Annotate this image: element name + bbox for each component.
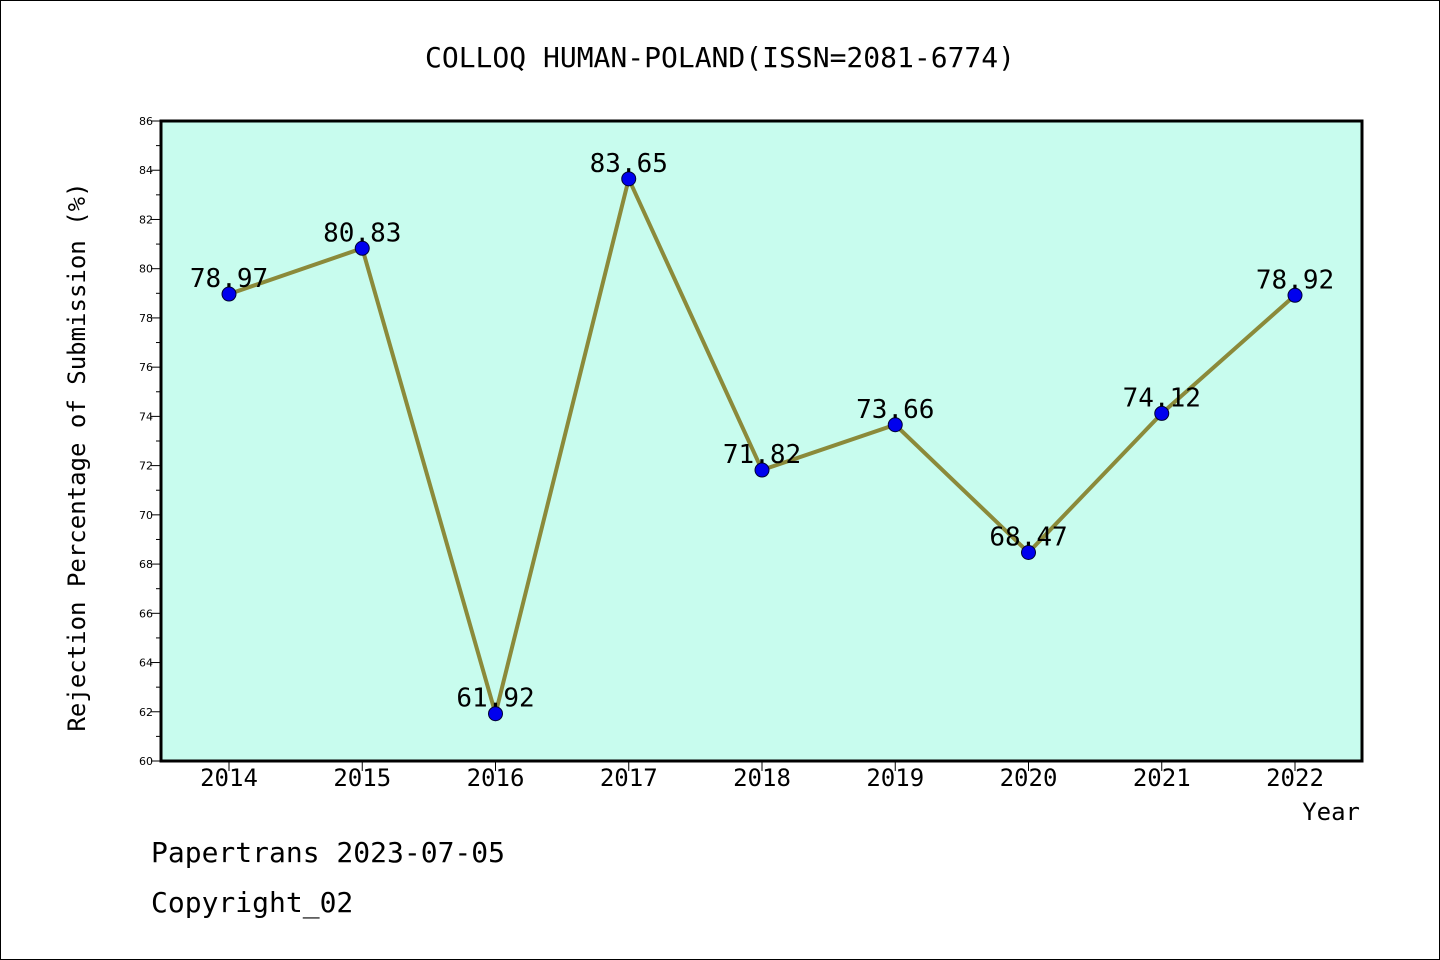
x-tick-label: 2018 — [733, 764, 791, 792]
x-tick-label: 2015 — [333, 764, 391, 792]
plot-area — [161, 121, 1362, 761]
data-point — [621, 171, 637, 187]
x-tick-label: 2021 — [1133, 764, 1191, 792]
y-tick-label: 82 — [139, 213, 153, 226]
y-tick-label: 68 — [139, 558, 153, 571]
x-tick-label: 2016 — [467, 764, 525, 792]
plot-border — [159, 119, 1364, 763]
x-tick-label: 2022 — [1266, 764, 1324, 792]
data-label: 61.92 — [456, 684, 534, 714]
y-tick-label: 74 — [139, 410, 153, 423]
y-tick-label: 72 — [139, 460, 153, 473]
data-point — [354, 240, 370, 256]
y-tick-label: 84 — [139, 164, 153, 177]
y-tick-label: 62 — [139, 706, 153, 719]
x-axis-ticks: 2014 2015 2016 2017 2018 2019 2020 2021 2022 — [200, 761, 1324, 792]
data-label: 80.83 — [323, 218, 401, 248]
x-tick-label: 2019 — [866, 764, 924, 792]
y-tick-label: 64 — [139, 657, 153, 670]
y-axis-label: Rejection Percentage of Submission (%) — [63, 182, 91, 731]
data-labels-layer: 78.97 80.83 61.92 83.65 71.82 73.66 68.47 74.12… — [190, 149, 1334, 714]
y-tick-label: 66 — [139, 607, 153, 620]
x-axis-label: Year — [1302, 798, 1360, 826]
data-label: 73.66 — [856, 395, 934, 425]
data-point — [1154, 405, 1170, 421]
y-tick-label: 80 — [139, 263, 153, 276]
y-tick-label: 78 — [139, 312, 153, 325]
footer-copyright: Copyright_02 — [151, 886, 354, 919]
y-tick-label: 86 — [139, 115, 153, 128]
data-label: 78.97 — [190, 264, 268, 294]
data-label: 68.47 — [989, 523, 1067, 553]
data-label: 78.92 — [1256, 265, 1334, 295]
data-label: 83.65 — [590, 149, 668, 179]
data-point — [754, 462, 770, 478]
chart-title: COLLOQ HUMAN-POLAND(ISSN=2081-6774) — [425, 41, 1015, 74]
y-tick-label: 76 — [139, 361, 153, 374]
data-point — [1021, 545, 1036, 561]
y-tick-label: 70 — [139, 509, 153, 522]
data-point — [221, 286, 237, 302]
footer-date: Papertrans 2023-07-05 — [151, 836, 506, 869]
x-tick-label: 2017 — [600, 764, 658, 792]
points-layer — [221, 171, 1303, 722]
data-point — [488, 706, 503, 722]
y-axis-ticks: 60 62 64 66 68 70 72 74 76 78 80 82 84 86 — [139, 115, 161, 768]
data-point — [887, 417, 903, 433]
data-point — [1287, 287, 1303, 303]
x-tick-label: 2014 — [200, 764, 258, 792]
data-label: 74.12 — [1123, 383, 1201, 413]
data-label: 71.82 — [723, 440, 801, 470]
x-tick-label: 2020 — [1000, 764, 1058, 792]
y-tick-label: 60 — [139, 755, 153, 768]
